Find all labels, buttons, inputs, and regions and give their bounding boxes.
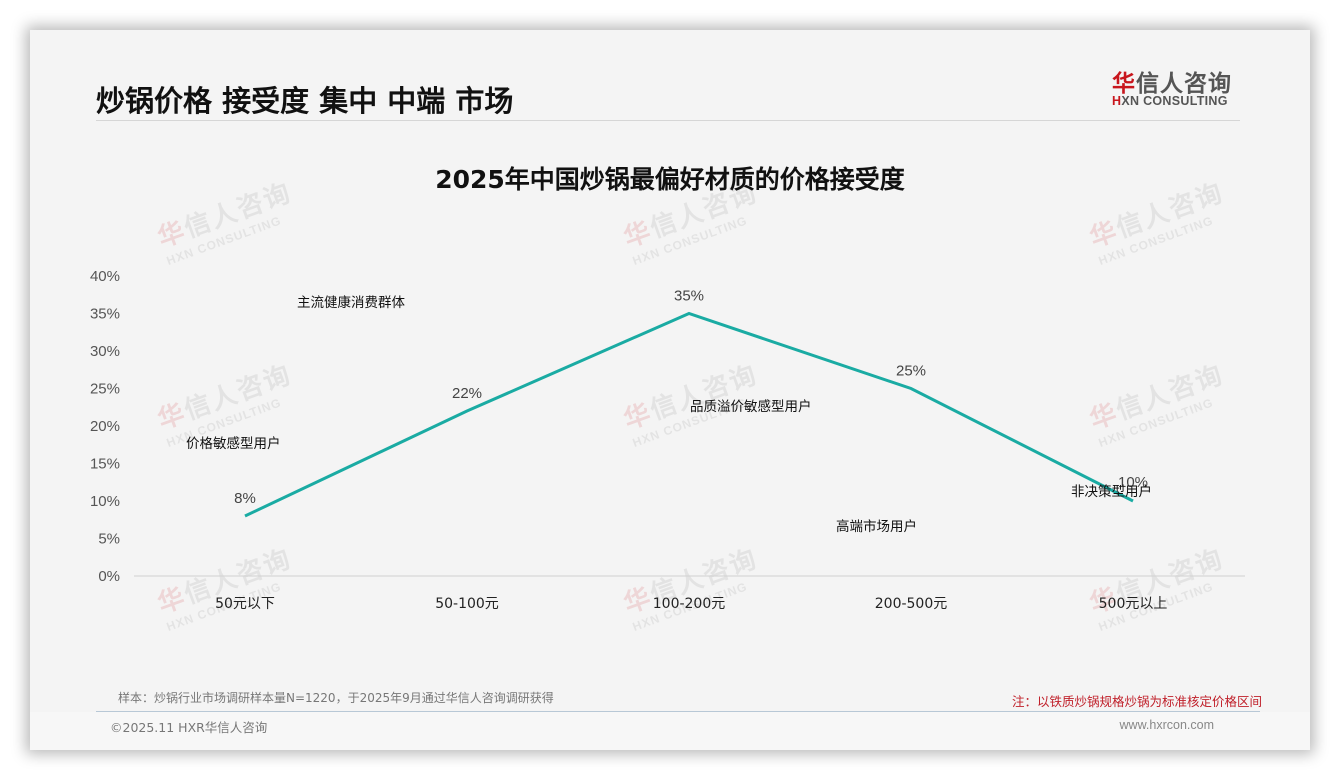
series-line [244,311,1134,518]
y-tick-label: 20% [90,418,120,435]
data-label: 8% [234,490,256,507]
data-label: 10% [1118,474,1148,491]
segment-annotation: 主流健康消费群体 [297,294,405,311]
x-tick-label: 50-100元 [435,596,499,612]
x-tick-label: 500元以上 [1099,596,1168,612]
logo-en: HXN CONSULTING [1112,94,1228,108]
x-tick-label: 200-500元 [875,596,948,612]
price-note: 注：以铁质炒锅规格炒锅为标准核定价格区间 [1011,694,1262,709]
y-tick-label: 0% [98,568,120,585]
y-tick-label: 40% [90,268,120,285]
segment-annotation: 高端市场用户 [836,518,917,535]
data-label: 25% [896,363,926,380]
title-divider [96,120,1240,121]
logo-cn: 华信人咨询 [1112,71,1232,97]
page-title: 炒锅价格 接受度 集中 中端 市场 [96,84,514,118]
footer-divider [96,711,1260,712]
x-axis: 50元以下 50-100元 100-200元 200-500元 500元以上 [215,596,1167,612]
line-chart: 0% 5% 10% 15% 20% 25% 30% 35% 40% 50元以下 50-100元 10… [90,268,1245,612]
segment-annotation: 非决策型用户 [1071,483,1152,500]
copyright: ©2025.11 HXR华信人咨询 [110,720,268,735]
y-tick-label: 15% [90,456,120,473]
y-axis: 0% 5% 10% 15% 20% 25% 30% 35% 40% [90,268,120,585]
y-tick-label: 25% [90,381,120,398]
chart-title: 2025年中国炒锅最偏好材质的价格接受度 [435,165,905,194]
data-label: 35% [674,288,704,305]
slide: 炒锅价格 接受度 集中 中端 市场 华信人咨询 HXN CONSULTING 华… [30,30,1310,750]
y-tick-label: 30% [90,343,120,360]
data-labels: 8% 22% 35% 25% 10% [234,288,1148,508]
x-tick-label: 50元以下 [215,596,275,612]
data-label: 22% [452,385,482,402]
y-tick-label: 35% [90,306,120,323]
x-tick-label: 100-200元 [653,596,726,612]
website-link[interactable]: www.hxrcon.com [1119,718,1214,732]
footer-band [30,712,1310,750]
y-tick-label: 10% [90,493,120,510]
y-tick-label: 5% [98,531,120,548]
company-logo: 华信人咨询 HXN CONSULTING [1112,64,1242,114]
sample-note: 样本：炒锅行业市场调研样本量N=1220，于2025年9月通过华信人咨询调研获得 [118,691,554,705]
segment-annotation: 价格敏感型用户 [186,435,281,452]
segment-annotation: 品质溢价敏感型用户 [690,398,812,415]
